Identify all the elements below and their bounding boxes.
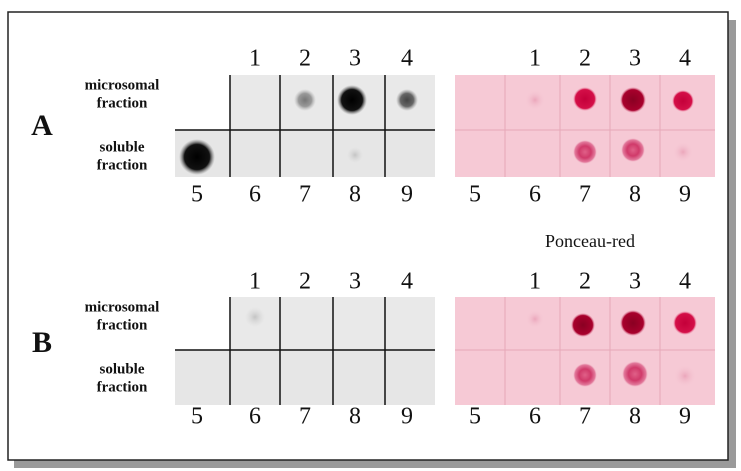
lane-number: 9: [401, 182, 413, 208]
lane-number: 2: [299, 269, 311, 295]
lane-number: 6: [249, 182, 261, 208]
lane-number: 7: [299, 404, 311, 430]
dot: [622, 361, 648, 387]
lane-number: 2: [579, 46, 591, 72]
dot: [620, 87, 646, 113]
dot: [525, 90, 545, 110]
lane-number: 1: [529, 269, 541, 295]
dot: [573, 140, 597, 164]
lane-number: 3: [629, 46, 641, 72]
lane-number: 8: [629, 182, 641, 208]
dot: [347, 147, 363, 163]
lane-number: 4: [401, 269, 413, 295]
panel-letter: B: [32, 326, 52, 359]
stain-label: Ponceau-red: [545, 231, 635, 251]
lane-number: 3: [349, 46, 361, 72]
lane-number: 5: [191, 404, 203, 430]
figure: Ponceau-red Amicrosomal fraction soluble fr…: [0, 0, 741, 471]
frame-shadow: [728, 20, 736, 468]
lane-number: 3: [629, 269, 641, 295]
dot: [337, 85, 367, 115]
row-label: microsomal: [85, 77, 160, 93]
lane-number: 7: [579, 404, 591, 430]
dot: [526, 310, 544, 328]
dot: [673, 311, 697, 335]
lane-number: 3: [349, 269, 361, 295]
dot: [620, 310, 646, 336]
lane-number: 1: [529, 46, 541, 72]
lane-number: 7: [299, 182, 311, 208]
frame-shadow: [14, 460, 736, 468]
lane-number: 7: [579, 182, 591, 208]
lane-number: 8: [349, 404, 361, 430]
dot: [573, 363, 597, 387]
dot: [245, 307, 265, 327]
lane-number: 8: [349, 182, 361, 208]
lane-number: 9: [401, 404, 413, 430]
row-label: fraction: [97, 317, 148, 333]
lane-number: 5: [191, 182, 203, 208]
lane-number: 4: [679, 269, 691, 295]
dot: [396, 89, 418, 111]
lane-number: 6: [249, 404, 261, 430]
dot: [573, 87, 597, 111]
lane-number: 8: [629, 404, 641, 430]
blot-membrane: [175, 350, 435, 405]
row-label: soluble: [99, 139, 144, 155]
dot: [674, 365, 696, 387]
row-label: soluble: [99, 361, 144, 377]
lane-number: 4: [401, 46, 413, 72]
lane-number: 2: [299, 46, 311, 72]
lane-number: 4: [679, 46, 691, 72]
dot: [179, 139, 215, 175]
row-label: microsomal: [85, 299, 160, 315]
lane-number: 9: [679, 182, 691, 208]
lane-number: 2: [579, 269, 591, 295]
lane-number: 6: [529, 404, 541, 430]
dot: [672, 90, 694, 112]
lane-number: 6: [529, 182, 541, 208]
dot: [294, 89, 316, 111]
row-label: fraction: [97, 379, 148, 395]
row-label: fraction: [97, 95, 148, 111]
lane-number: 5: [469, 404, 481, 430]
page: Ponceau-red Amicrosomal fraction soluble fr…: [0, 0, 741, 471]
dot: [673, 142, 693, 162]
dot: [621, 138, 645, 162]
lane-number: 9: [679, 404, 691, 430]
row-label: fraction: [97, 157, 148, 173]
panel-letter: A: [31, 109, 53, 142]
dot: [571, 313, 595, 337]
lane-number: 1: [249, 269, 261, 295]
lane-number: 5: [469, 182, 481, 208]
lane-number: 1: [249, 46, 261, 72]
